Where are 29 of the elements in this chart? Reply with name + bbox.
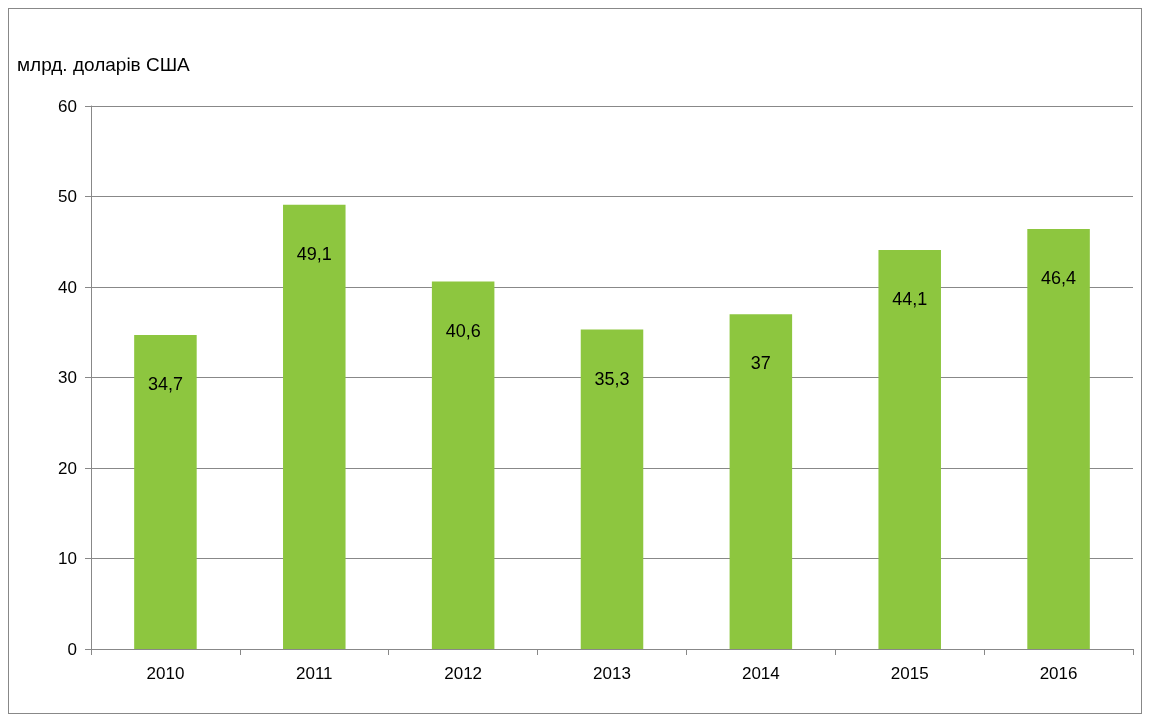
bar bbox=[580, 329, 644, 649]
y-tick-label: 0 bbox=[67, 639, 77, 659]
x-tick-label: 2014 bbox=[741, 664, 780, 683]
x-tick-label: 2015 bbox=[890, 664, 929, 683]
data-label: 34,7 bbox=[147, 373, 183, 394]
y-tick-label: 50 bbox=[58, 187, 77, 206]
y-tick-label: 10 bbox=[58, 549, 77, 568]
data-label: 35,3 bbox=[594, 368, 630, 389]
x-tick-label: 2011 bbox=[296, 664, 333, 683]
bar bbox=[729, 314, 793, 649]
data-label: 37 bbox=[750, 353, 771, 374]
data-label: 46,4 bbox=[1041, 268, 1077, 289]
y-tick-label: 40 bbox=[58, 277, 77, 297]
bar bbox=[431, 281, 495, 649]
y-tick-label: 60 bbox=[58, 96, 77, 116]
x-tick-label: 2010 bbox=[146, 664, 185, 683]
y-tick-label: 30 bbox=[58, 368, 77, 387]
bar bbox=[1027, 229, 1090, 649]
y-tick-label: 20 bbox=[58, 458, 77, 478]
data-label: 40,6 bbox=[445, 320, 481, 341]
x-tick-label: 2016 bbox=[1039, 664, 1078, 683]
x-tick-label: 2012 bbox=[444, 664, 483, 683]
y-axis-title: млрд. доларів США bbox=[17, 54, 191, 75]
data-label: 49,1 bbox=[296, 243, 332, 264]
data-label: 44,1 bbox=[892, 288, 928, 309]
bar bbox=[283, 204, 346, 649]
bar bbox=[134, 334, 197, 649]
x-tick-label: 2013 bbox=[593, 664, 631, 683]
bar bbox=[878, 249, 941, 649]
